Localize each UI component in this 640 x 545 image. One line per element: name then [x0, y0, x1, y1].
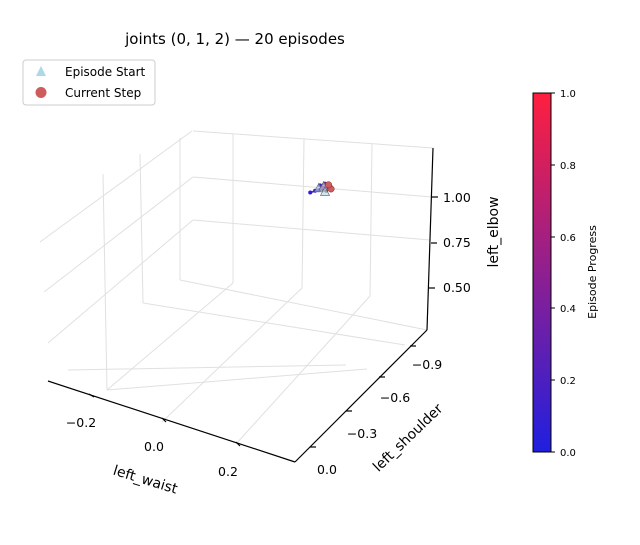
- x-tick-mark: [235, 441, 241, 447]
- colorbar-tick-label: 0.2: [560, 376, 576, 387]
- colorbar-tick-label: 0.6: [560, 233, 576, 244]
- y-tick-label: −0.3: [347, 426, 377, 441]
- grid-line: [43, 176, 194, 293]
- x-tick-label: 0.0: [144, 439, 164, 454]
- x-tick-mark: [88, 393, 95, 398]
- x-tick-label: 0.2: [218, 464, 238, 479]
- z-tick-label: 0.50: [443, 280, 471, 295]
- grid-line: [235, 295, 371, 445]
- data-marks: [308, 180, 335, 196]
- colorbar-tick-label: 0.8: [560, 161, 576, 172]
- legend-label-current: Current Step: [65, 86, 141, 100]
- legend-circle-icon: [35, 87, 47, 98]
- colorbar-tick-label: 0.4: [560, 304, 576, 315]
- grid-line: [106, 282, 234, 391]
- colorbar-tick-label: 0.0: [560, 448, 576, 459]
- grid-line: [369, 143, 373, 297]
- legend: Episode Start Current Step: [22, 59, 156, 106]
- legend-triangle-icon: [36, 66, 46, 76]
- grid-line: [179, 279, 428, 331]
- z-axis-label: left_elbow: [486, 196, 502, 267]
- grid-line: [139, 153, 144, 304]
- axes: [47, 147, 438, 463]
- grid-line: [106, 368, 368, 391]
- y-tick-label: 0.0: [317, 462, 337, 477]
- current-step-marker: [325, 181, 333, 189]
- colorbar-label: Episode Progress: [586, 225, 599, 319]
- grid-line: [67, 364, 347, 371]
- grid-line: [301, 138, 305, 289]
- colorbar: 0.0 0.2 0.4 0.6 0.8 1.0 Episode Progress: [532, 89, 599, 459]
- z-tick-label: 0.75: [443, 235, 471, 250]
- y-axis-label: left_shoulder: [370, 401, 446, 475]
- legend-label-start: Episode Start: [65, 65, 146, 79]
- grid-line: [47, 219, 194, 344]
- x-axis-label: left_waist: [111, 463, 180, 498]
- grid-line: [102, 173, 108, 391]
- grid-line: [192, 176, 433, 198]
- legend-frame: [22, 59, 156, 106]
- grid-line: [161, 287, 303, 423]
- colorbar-tick-label: 1.0: [560, 89, 576, 100]
- x-tick-label: −0.2: [66, 415, 96, 430]
- z-tick-label: 1.00: [443, 190, 471, 205]
- z-axis-line: [426, 147, 434, 331]
- episode-start-marker: [320, 186, 331, 196]
- grid-line: [192, 130, 434, 149]
- chart-title: joints (0, 1, 2) — 20 episodes: [124, 30, 345, 48]
- grid-lines: [39, 130, 434, 445]
- trajectory-point: [308, 190, 313, 195]
- x-tick-mark: [161, 417, 167, 423]
- grid-line: [192, 219, 431, 241]
- y-axis-line: [294, 329, 428, 463]
- y-tick-label: −0.6: [380, 390, 410, 405]
- y-tick-label: −0.9: [412, 357, 442, 372]
- grid-line: [142, 302, 406, 346]
- grid-line: [39, 130, 193, 243]
- colorbar-gradient: [532, 92, 552, 453]
